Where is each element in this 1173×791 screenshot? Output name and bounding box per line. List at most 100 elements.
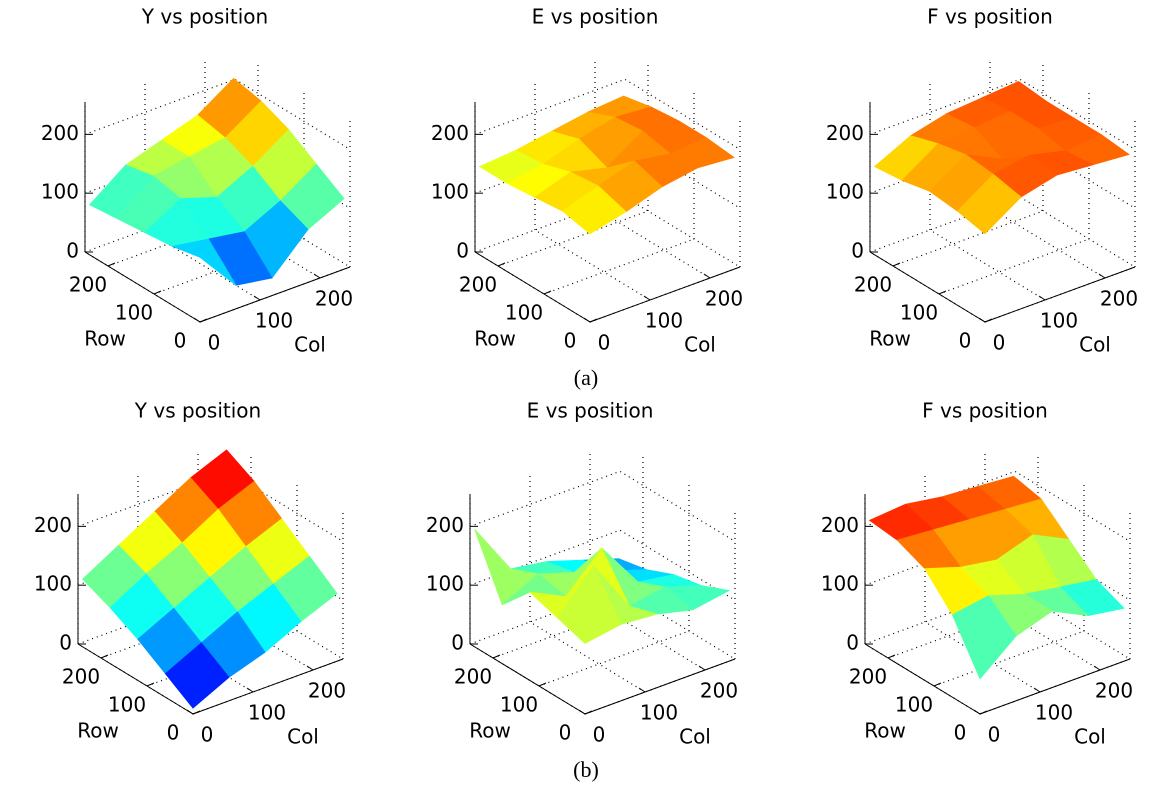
tick-mark [1038, 295, 1046, 301]
z-tick-label: 100 [41, 180, 79, 204]
z-tick-label: 100 [431, 180, 469, 204]
x-tick-label: 0 [201, 723, 214, 747]
x-tick-label: 0 [208, 331, 221, 355]
x-axis-label: Col [679, 725, 711, 749]
z-tick-label: 100 [34, 572, 72, 596]
y-tick-label: 200 [459, 273, 497, 297]
z-tick-label: 0 [66, 239, 79, 263]
y-axis [869, 251, 986, 323]
y-tick-label: 0 [174, 329, 187, 353]
y-tick-label: 0 [564, 329, 577, 353]
tick-mark [973, 709, 981, 715]
y-axis [84, 251, 201, 323]
z-tick-label: 0 [851, 239, 864, 263]
tick-mark [979, 710, 988, 715]
x-tick-label: 100 [640, 701, 678, 725]
z-tick-label: 200 [431, 121, 469, 145]
tick-mark [698, 665, 706, 671]
tick-mark [193, 317, 201, 323]
x-tick-label: 200 [1100, 287, 1138, 311]
x-axis [979, 658, 1131, 715]
grid-line [469, 470, 736, 542]
tick-mark [584, 710, 593, 715]
caption: (a) [574, 365, 598, 390]
grid-line [534, 229, 651, 301]
y-tick-label: 100 [505, 301, 543, 325]
grid-line [538, 630, 690, 687]
z-tick-label: 0 [456, 239, 469, 263]
tick-mark [933, 682, 942, 687]
tick-mark [578, 709, 586, 715]
x-tick-label: 200 [700, 679, 738, 703]
x-axis [984, 266, 1136, 323]
tick-mark [984, 318, 993, 323]
x-axis [192, 658, 344, 715]
x-axis-label: Col [1079, 333, 1111, 357]
tick-mark [497, 262, 506, 267]
grid-line [938, 238, 1090, 295]
subplot-title: F vs position [922, 399, 1048, 423]
x-axis-label: Col [684, 333, 716, 357]
tick-mark [186, 709, 194, 715]
grid-line [543, 238, 695, 295]
y-axis-label: Row [864, 719, 906, 743]
tick-mark [978, 317, 986, 323]
tick-mark [589, 318, 598, 323]
caption: (b) [573, 757, 599, 782]
y-axis-label: Row [469, 719, 511, 743]
tick-mark [1033, 687, 1041, 693]
x-tick-label: 100 [255, 309, 293, 333]
tick-mark [246, 687, 254, 693]
tick-mark [153, 290, 162, 295]
tick-mark [192, 710, 201, 715]
tick-mark [492, 654, 501, 659]
x-tick-label: 100 [1040, 309, 1078, 333]
tick-mark [892, 262, 901, 267]
z-tick-label: 100 [426, 572, 464, 596]
subplot-title: Y vs position [141, 5, 268, 29]
y-tick-label: 100 [108, 693, 146, 717]
z-tick-label: 200 [826, 121, 864, 145]
y-axis [469, 643, 586, 715]
x-tick-label: 0 [598, 331, 611, 355]
x-tick-label: 100 [248, 701, 286, 725]
y-tick-label: 200 [69, 273, 107, 297]
x-tick-label: 100 [645, 309, 683, 333]
z-tick-label: 200 [41, 121, 79, 145]
tick-mark [703, 273, 711, 279]
y-tick-label: 200 [849, 665, 887, 689]
subplot-title: F vs position [927, 5, 1053, 29]
z-tick-label: 100 [826, 180, 864, 204]
x-tick-label: 200 [1095, 679, 1133, 703]
x-axis [199, 266, 351, 323]
x-tick-label: 200 [308, 679, 346, 703]
y-axis [864, 643, 981, 715]
z-tick-label: 200 [426, 513, 464, 537]
x-tick-label: 0 [993, 331, 1006, 355]
x-axis-label: Col [287, 725, 319, 749]
tick-mark [1093, 665, 1101, 671]
x-tick-label: 0 [593, 723, 606, 747]
x-tick-label: 0 [988, 723, 1001, 747]
subplot-title: Y vs position [134, 399, 261, 423]
z-tick-label: 0 [846, 631, 859, 655]
y-tick-label: 100 [895, 693, 933, 717]
z-tick-label: 200 [34, 513, 72, 537]
x-axis [584, 658, 736, 715]
surface-patch [556, 565, 622, 644]
y-axis-label: Row [474, 327, 516, 351]
tick-mark [638, 687, 646, 693]
tick-mark [253, 295, 261, 301]
grid-line [929, 229, 1046, 301]
x-axis [589, 266, 741, 323]
subplot-title: E vs position [527, 399, 654, 423]
tick-mark [199, 318, 208, 323]
x-tick-label: 100 [1035, 701, 1073, 725]
y-tick-label: 0 [167, 721, 180, 745]
y-tick-label: 0 [954, 721, 967, 745]
y-tick-label: 200 [854, 273, 892, 297]
z-tick-label: 200 [821, 513, 859, 537]
z-tick-label: 100 [821, 572, 859, 596]
y-axis-label: Row [869, 327, 911, 351]
y-axis-label: Row [84, 327, 126, 351]
